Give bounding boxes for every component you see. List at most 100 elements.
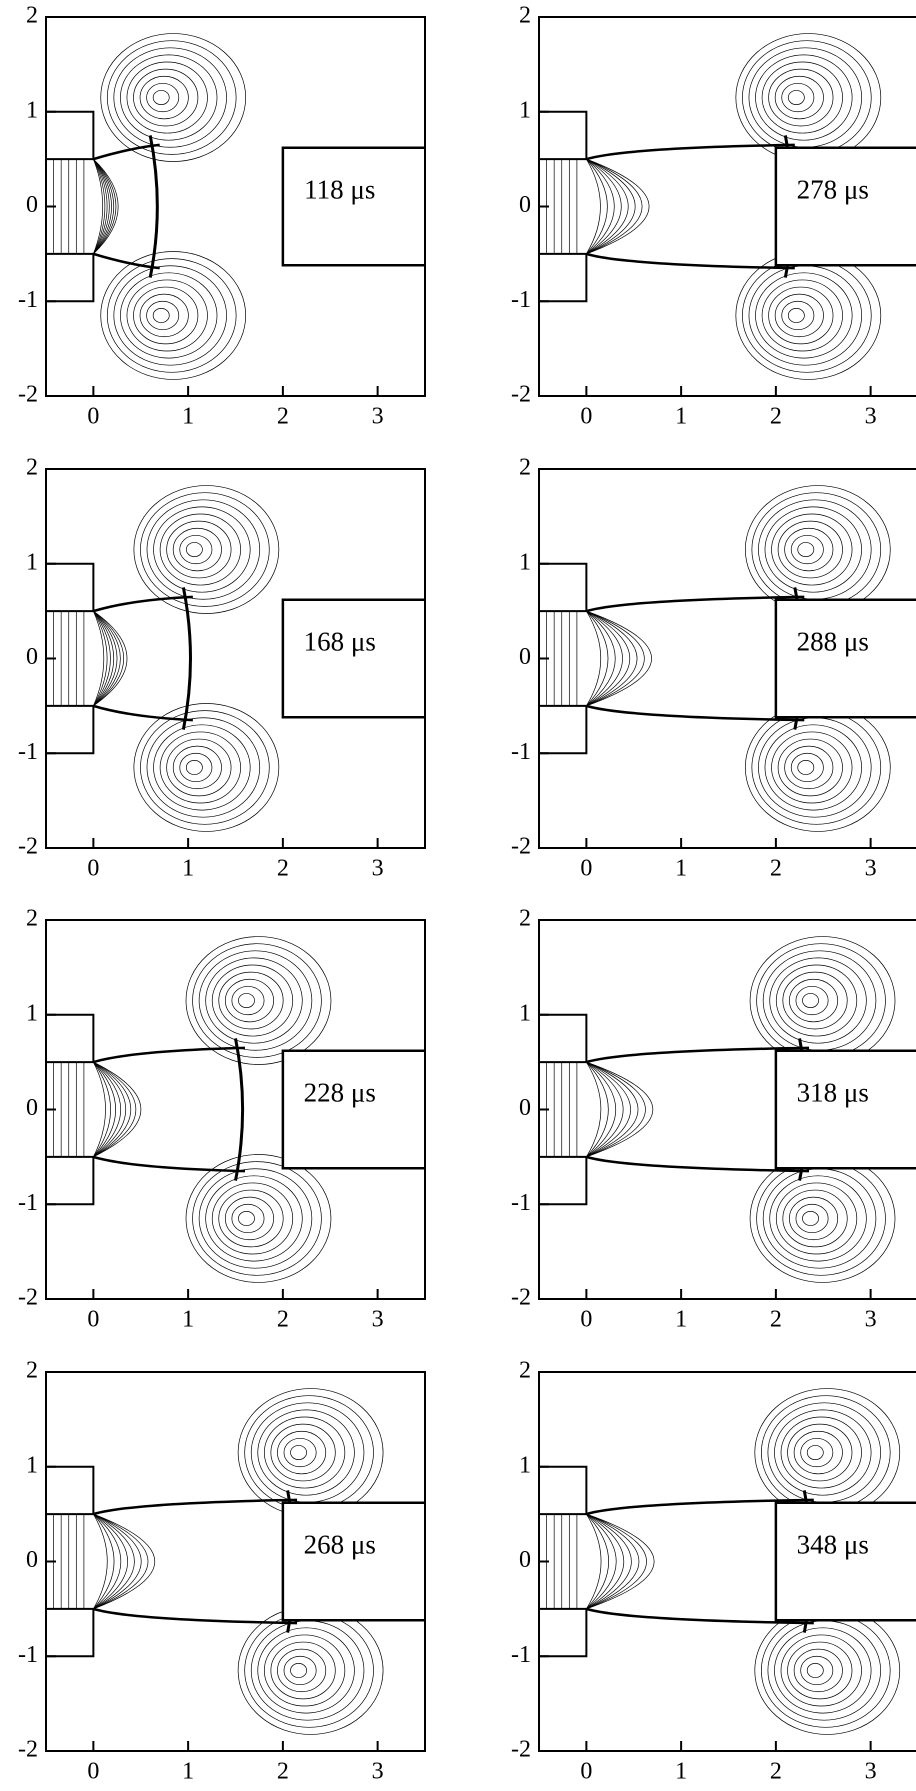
x-tick-label: 2 [770, 1307, 782, 1333]
y-tick-label: -1 [18, 287, 38, 313]
contour-line [258, 1628, 355, 1713]
x-tick-label: 2 [770, 856, 782, 882]
duct-wall [776, 148, 916, 265]
jet-boundary [93, 1157, 245, 1171]
contour-field [46, 1389, 430, 1735]
contour-line [586, 611, 651, 706]
x-tick-label: 2 [277, 1759, 289, 1785]
contour-line [114, 266, 227, 365]
time-label: 318 μs [797, 1077, 869, 1107]
contour-line [782, 83, 814, 111]
contour-line [775, 76, 823, 119]
contour-line [134, 704, 279, 832]
contour-line [768, 1621, 881, 1720]
contour-line [756, 273, 853, 358]
figure: 0123-2-1012118 μs0123-2-1012168 μs0123-2… [0, 0, 916, 1791]
contour-line [802, 993, 818, 1007]
x-tick-label: 3 [865, 1307, 877, 1333]
contour-line [173, 528, 221, 571]
contour-line [186, 542, 202, 556]
contour-line [120, 55, 217, 140]
contour-line [768, 1403, 881, 1502]
contour-line [147, 500, 260, 599]
jet-boundary [93, 1048, 245, 1062]
contour-field [539, 34, 916, 380]
y-tick-label: -2 [511, 834, 531, 860]
x-tick-label: 0 [87, 1759, 99, 1785]
y-tick-label: -2 [511, 382, 531, 408]
contour-line [586, 1062, 601, 1157]
contour-line [763, 951, 876, 1050]
x-tick-label: 1 [675, 404, 687, 430]
duct-wall [283, 1503, 430, 1620]
contour-line [765, 725, 862, 810]
x-tick-label: 3 [865, 856, 877, 882]
panel: 0123-2-1012228 μs [18, 906, 430, 1333]
y-tick-label: 2 [519, 455, 531, 481]
contour-line [756, 55, 853, 140]
y-tick-label: 1 [26, 549, 38, 575]
contour-line [789, 979, 837, 1022]
contour-line [291, 1663, 307, 1677]
contour-line [153, 90, 169, 104]
contour-line [225, 979, 273, 1022]
y-tick-label: 0 [26, 1095, 38, 1121]
jet-boundary [93, 1609, 297, 1623]
time-label: 228 μs [304, 1077, 376, 1107]
contour-line [160, 732, 241, 803]
x-tick-label: 2 [277, 404, 289, 430]
contour-line [807, 1445, 823, 1459]
contour-line [774, 1628, 871, 1713]
contour-line [238, 1607, 383, 1735]
y-tick-label: -1 [511, 1642, 531, 1668]
contour-line [120, 273, 217, 358]
contour-line [264, 1635, 345, 1706]
contour-line [134, 486, 279, 614]
x-tick-label: 0 [87, 856, 99, 882]
x-tick-label: 3 [372, 404, 384, 430]
contour-line [238, 993, 254, 1007]
contour-line [785, 528, 833, 571]
y-tick-label: 0 [519, 192, 531, 218]
contour-line [284, 1656, 316, 1684]
contour-line [758, 718, 871, 817]
contour-line [238, 1211, 254, 1225]
contour-line [93, 159, 113, 254]
y-tick-label: 0 [26, 644, 38, 670]
contour-line [225, 1197, 273, 1240]
y-tick-label: -1 [18, 739, 38, 765]
contour-line [140, 76, 188, 119]
contour-line [101, 252, 246, 380]
contour-line [745, 704, 890, 832]
contour-line [762, 280, 843, 351]
contour-line [93, 1062, 110, 1157]
contour-line [277, 1649, 325, 1692]
x-tick-label: 3 [372, 1307, 384, 1333]
contour-line [755, 1389, 900, 1517]
contour-field [539, 486, 916, 832]
x-tick-label: 2 [770, 1759, 782, 1785]
jet-boundary [586, 254, 794, 268]
time-label: 268 μs [304, 1529, 376, 1559]
x-tick-label: 3 [372, 856, 384, 882]
jet-boundary [93, 597, 192, 611]
contour-field [46, 34, 430, 380]
y-tick-label: 2 [519, 906, 531, 932]
contour-line [264, 1417, 345, 1488]
panel: 0123-2-1012348 μs [511, 1358, 916, 1785]
contour-line [791, 753, 823, 781]
contour-field [539, 1389, 916, 1735]
contour-line [796, 986, 828, 1014]
jet-boundary [93, 1500, 297, 1514]
contour-line [93, 1514, 154, 1609]
x-tick-label: 3 [372, 1759, 384, 1785]
y-tick-label: -2 [511, 1285, 531, 1311]
contour-line [206, 958, 303, 1043]
contour-line [154, 725, 251, 810]
panel: 0123-2-1012288 μs [511, 455, 916, 882]
duct-wall [776, 1503, 916, 1620]
duct-wall [283, 148, 430, 265]
contour-line [284, 1438, 316, 1466]
shock-front [150, 135, 157, 277]
contour-line [93, 611, 110, 706]
